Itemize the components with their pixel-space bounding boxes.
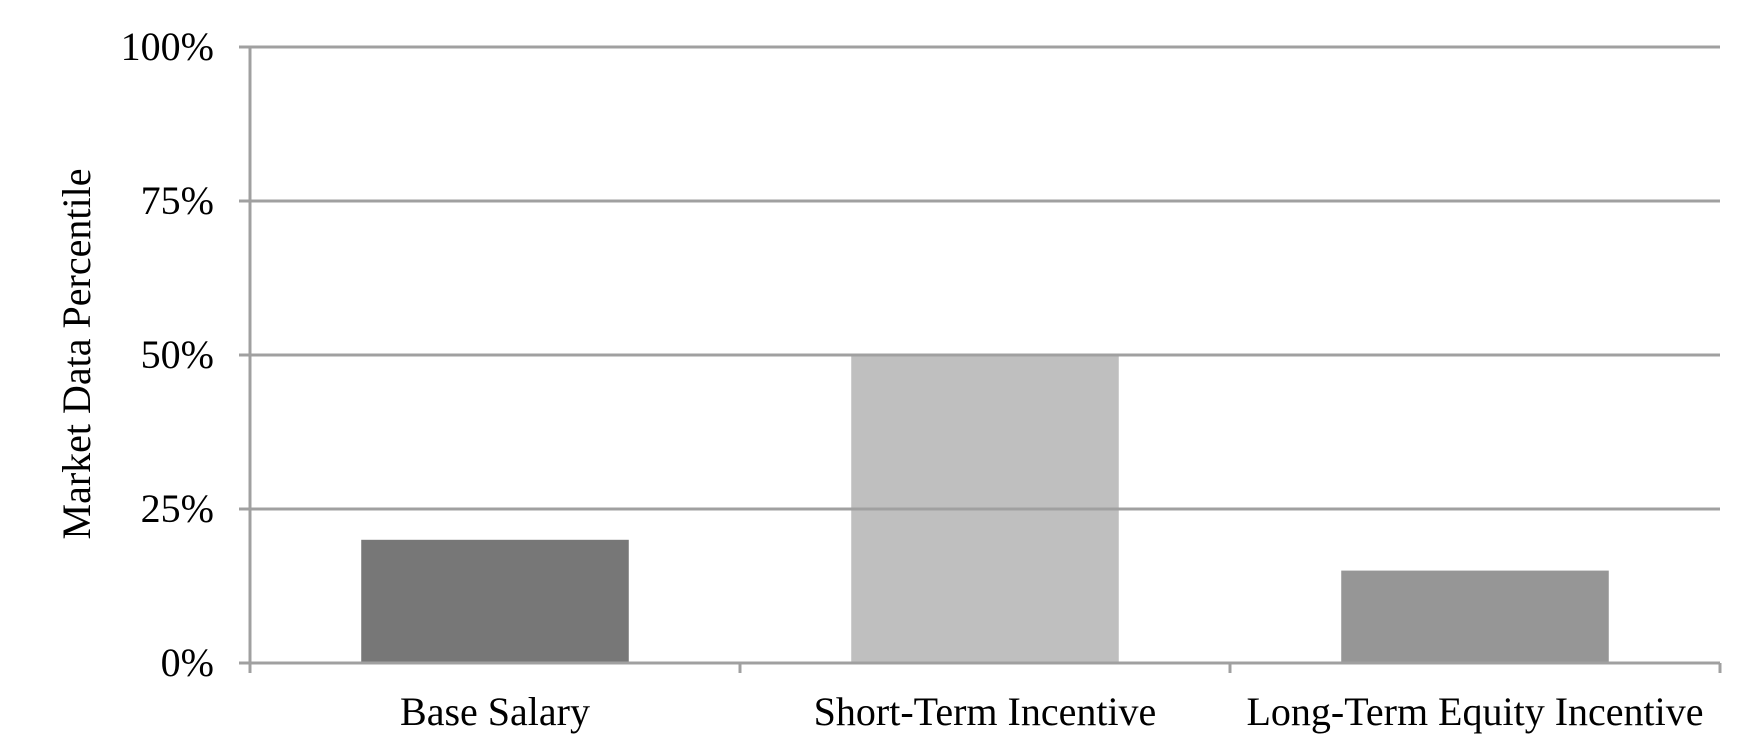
y-tick-label: 0% — [161, 640, 214, 685]
x-tick-label: Long-Term Equity Incentive — [1246, 689, 1703, 734]
y-tick-label: 100% — [121, 24, 214, 69]
bar — [1341, 570, 1609, 663]
y-tick-label: 75% — [141, 178, 214, 223]
bar — [361, 539, 629, 663]
x-tick-label: Short-Term Incentive — [814, 689, 1157, 734]
y-axis-label: Market Data Percentile — [54, 169, 99, 540]
y-tick-label: 50% — [141, 332, 214, 377]
x-tick-label: Base Salary — [400, 689, 590, 734]
y-tick-label: 25% — [141, 486, 214, 531]
